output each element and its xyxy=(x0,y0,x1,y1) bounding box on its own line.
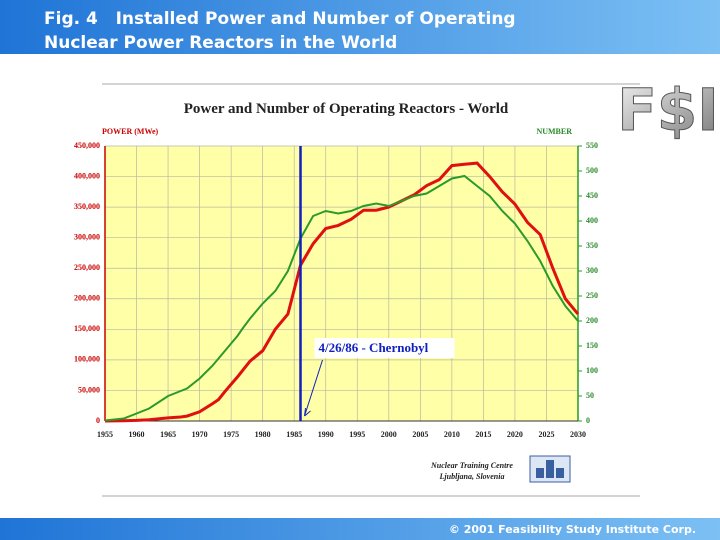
y2-axis-label: NUMBER xyxy=(536,127,572,136)
x-tick-label: 1955 xyxy=(97,430,113,439)
source: Nuclear Training Centre xyxy=(430,461,513,470)
y2-tick-label: 150 xyxy=(586,341,598,350)
plot-area xyxy=(105,146,578,421)
y2-tick-label: 300 xyxy=(586,266,598,275)
y2-tick-label: 400 xyxy=(586,216,598,225)
annotation-arrow xyxy=(304,359,323,417)
y-tick-label: 300,000 xyxy=(74,232,100,241)
x-tick-label: 1975 xyxy=(223,430,239,439)
y-tick-label: 150,000 xyxy=(74,324,100,333)
y-axis-label: POWER (MWe) xyxy=(102,127,159,136)
logo: F$I xyxy=(617,76,719,144)
y2-tick-label: 50 xyxy=(586,391,594,400)
footer-bar xyxy=(0,518,720,540)
y-tick-label: 450,000 xyxy=(74,141,100,150)
x-tick-label: 2015 xyxy=(475,430,491,439)
y-tick-label: 0 xyxy=(96,416,100,425)
x-tick-label: 2005 xyxy=(412,430,428,439)
y2-tick-label: 350 xyxy=(586,241,598,250)
x-tick-label: 1990 xyxy=(318,430,334,439)
y2-tick-label: 0 xyxy=(586,416,590,425)
x-tick-label: 2010 xyxy=(444,430,460,439)
y2-tick-label: 450 xyxy=(586,191,598,200)
x-tick-label: 1960 xyxy=(129,430,145,439)
y2-tick-label: 100 xyxy=(586,366,598,375)
y-tick-label: 250,000 xyxy=(74,263,100,272)
y-tick-label: 400,000 xyxy=(74,171,100,180)
x-tick-label: 1970 xyxy=(192,430,208,439)
x-tick-label: 2025 xyxy=(538,430,554,439)
y-tick-label: 200,000 xyxy=(74,294,100,303)
x-tick-label: 1995 xyxy=(349,430,365,439)
footer-text: © 2001 Feasibility Study Institute Corp. xyxy=(449,523,696,536)
chart-title: Power and Number of Operating Reactors -… xyxy=(184,101,509,117)
header-title: Fig. 4 Installed Power and Number of Ope… xyxy=(44,9,516,29)
y-tick-label: 350,000 xyxy=(74,202,100,211)
y2-tick-label: 500 xyxy=(586,166,598,175)
annotation-box xyxy=(314,338,455,358)
y2-tick-label: 550 xyxy=(586,141,598,150)
y2-tick-label: 200 xyxy=(586,316,598,325)
header-bar xyxy=(0,0,720,54)
y-tick-label: 100,000 xyxy=(74,355,100,364)
annotation: 4/26/86 - Chernobyl xyxy=(319,340,429,355)
series-line xyxy=(104,174,579,422)
source-logo xyxy=(529,455,571,483)
x-tick-label: 1985 xyxy=(286,430,302,439)
x-tick-label: 1980 xyxy=(255,430,271,439)
y2-tick-label: 250 xyxy=(586,291,598,300)
header-title: Nuclear Power Reactors in the World xyxy=(44,33,397,53)
source: Ljubljana, Slovenia xyxy=(439,472,505,481)
x-tick-label: 2000 xyxy=(381,430,397,439)
x-tick-label: 2030 xyxy=(570,430,586,439)
x-tick-label: 1965 xyxy=(160,430,176,439)
y-tick-label: 50,000 xyxy=(78,385,100,394)
series-line xyxy=(104,161,580,423)
x-tick-label: 2020 xyxy=(507,430,523,439)
